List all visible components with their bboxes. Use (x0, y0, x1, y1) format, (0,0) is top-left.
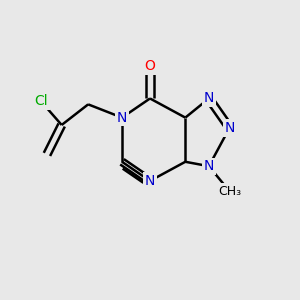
Text: N: N (204, 159, 214, 173)
Text: N: N (204, 92, 214, 106)
Text: O: O (145, 59, 155, 73)
Text: CH₃: CH₃ (218, 185, 241, 198)
Text: N: N (117, 111, 127, 124)
Text: Cl: Cl (34, 94, 48, 108)
Text: N: N (145, 174, 155, 188)
Text: N: N (224, 121, 235, 135)
